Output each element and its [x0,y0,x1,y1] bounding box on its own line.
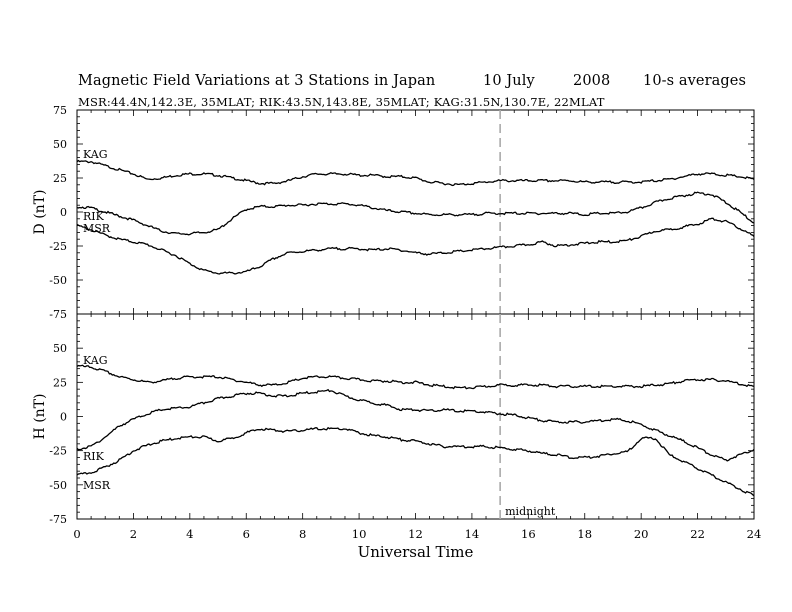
series-label-kag: KAG [83,148,108,161]
series-line-kag [76,159,755,187]
series-line-msr [76,217,755,275]
y-tick-label: -50 [49,274,67,287]
y-tick-label: 0 [60,206,67,219]
series-label-msr: MSR [83,479,111,492]
series-line-rik [76,388,755,462]
x-tick-label: 14 [465,527,480,541]
title-date: 10 July [483,73,535,89]
bottom-y-axis-label: H (nT) [32,394,48,440]
series-label-kag: KAG [83,354,108,367]
top-panel-frame [76,109,755,315]
midnight-annotation: midnight [505,505,556,518]
y-tick-label: -25 [49,445,67,458]
x-tick-label: 22 [690,527,705,541]
x-tick-label: 10 [352,527,367,541]
series-line-kag [76,364,755,390]
x-tick-label: 18 [577,527,592,541]
x-tick-label: 8 [299,527,306,541]
x-tick-label: 20 [634,527,649,541]
y-tick-label: -75 [49,308,67,321]
bottom-panel-frame [76,313,755,520]
y-tick-label: -75 [49,513,67,526]
series-label-rik: RIK [83,210,105,223]
y-tick-label: -50 [49,479,67,492]
x-tick-label: 4 [186,527,193,541]
x-axis-label: Universal Time [358,543,474,561]
series-line-rik [76,191,755,236]
title-averaging: 10-s averages [643,73,746,89]
x-tick-label: 6 [243,527,250,541]
x-tick-label: 2 [130,527,137,541]
x-tick-label: 12 [408,527,423,541]
y-tick-label: 50 [53,138,67,151]
top-y-axis-label: D (nT) [32,190,48,235]
x-tick-label: 16 [521,527,536,541]
series-label-msr: MSR [83,222,111,235]
x-tick-label: 24 [747,527,762,541]
y-tick-label: 75 [53,104,67,117]
chart-title: Magnetic Field Variations at 3 Stations … [78,73,746,169]
title-text: Magnetic Field Variations at 3 Stations … [78,73,436,89]
series-label-rik: RIK [83,450,105,463]
x-tick-label: 0 [73,527,80,541]
y-tick-label: -25 [49,240,67,253]
y-tick-label: 25 [53,172,67,185]
y-tick-label: 50 [53,342,67,355]
series-line-msr [76,426,755,497]
y-tick-label: 25 [53,376,67,389]
title-year: 2008 [573,73,611,89]
stations-subtitle: MSR:44.4N,142.3E, 35MLAT; RIK:43.5N,143.… [78,95,605,109]
y-tick-label: 0 [60,411,67,424]
